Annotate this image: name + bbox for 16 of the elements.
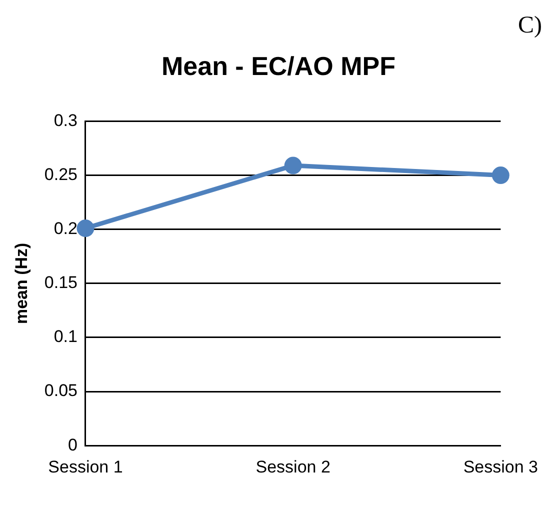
y-tick-label: 0	[68, 435, 78, 454]
point	[284, 156, 302, 174]
y-axis-title: mean (Hz)	[12, 242, 31, 324]
y-tick-label: 0.1	[54, 327, 78, 346]
y-tick-label: 0.3	[54, 110, 78, 130]
x-tick-label: Session 1	[48, 457, 123, 476]
y-tick-label: 0.2	[54, 219, 78, 238]
y-tick-label: 0.05	[44, 381, 78, 400]
text: C)	[518, 12, 542, 38]
x-tick-label: Session 3	[463, 457, 538, 476]
y-tick-label: 0.25	[44, 164, 78, 184]
y-tick-label: 0.15	[44, 273, 78, 292]
point	[76, 220, 94, 237]
point	[492, 166, 510, 184]
chart-title: Mean - EC/AO MPF	[161, 50, 396, 81]
x-tick-label: Session 2	[256, 457, 330, 476]
